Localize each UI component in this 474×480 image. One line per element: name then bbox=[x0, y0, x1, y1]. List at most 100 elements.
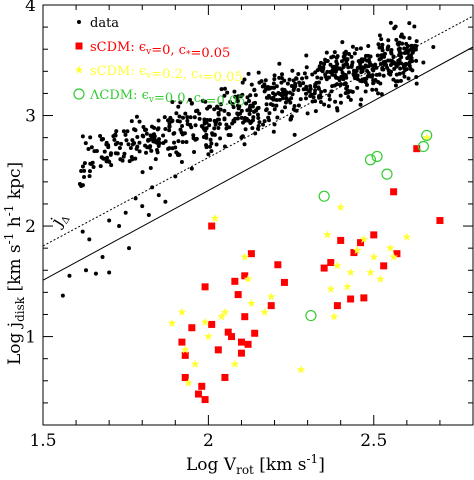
data-point bbox=[180, 123, 185, 128]
data-point bbox=[86, 147, 91, 152]
data-point bbox=[431, 45, 436, 49]
data-point bbox=[208, 144, 213, 149]
data-point bbox=[407, 21, 412, 26]
data-point bbox=[350, 89, 355, 94]
data-point bbox=[87, 174, 92, 179]
square-model-point bbox=[320, 264, 328, 272]
star-model-point bbox=[184, 378, 193, 387]
data-point bbox=[349, 54, 354, 59]
data-point bbox=[283, 100, 288, 105]
data-point bbox=[279, 72, 284, 77]
data-point bbox=[329, 89, 334, 94]
data-point bbox=[407, 36, 412, 41]
data-point bbox=[167, 128, 172, 133]
square-model-point bbox=[241, 272, 249, 280]
data-point bbox=[414, 74, 419, 79]
data-point bbox=[233, 94, 238, 99]
star-model-point bbox=[247, 298, 256, 308]
data-point bbox=[239, 135, 244, 140]
data-point bbox=[243, 127, 248, 132]
data-point bbox=[313, 88, 318, 93]
star-model-point bbox=[220, 307, 230, 316]
data-point bbox=[230, 121, 235, 126]
data-point bbox=[255, 112, 260, 117]
data-point bbox=[246, 71, 251, 76]
data-point bbox=[335, 82, 340, 87]
data-point bbox=[414, 44, 419, 49]
data-point bbox=[252, 88, 257, 93]
data-point bbox=[218, 107, 223, 112]
star-model-point bbox=[333, 261, 342, 270]
data-point bbox=[144, 127, 149, 132]
data-point bbox=[342, 54, 347, 59]
data-point bbox=[222, 93, 227, 98]
square-model-point bbox=[181, 351, 189, 359]
data-point bbox=[345, 90, 350, 95]
star-model-point bbox=[167, 318, 177, 327]
data-point bbox=[291, 78, 296, 83]
data-point bbox=[182, 131, 187, 136]
data-point bbox=[206, 152, 211, 157]
data-point bbox=[222, 86, 227, 91]
data-point bbox=[163, 127, 168, 132]
data-point bbox=[377, 33, 382, 38]
data-point bbox=[300, 76, 305, 81]
data-point bbox=[334, 65, 339, 70]
data-point bbox=[188, 122, 193, 127]
data-point bbox=[133, 128, 138, 133]
data-point bbox=[346, 95, 351, 100]
data-point bbox=[397, 40, 402, 45]
data-point bbox=[167, 121, 172, 126]
data-point bbox=[358, 102, 363, 107]
data-point bbox=[231, 105, 236, 110]
square-model-point bbox=[224, 328, 232, 336]
data-point bbox=[389, 50, 394, 55]
data-point bbox=[242, 77, 247, 82]
data-point bbox=[360, 79, 365, 84]
data-point bbox=[167, 153, 172, 158]
data-point bbox=[178, 127, 183, 132]
data-point bbox=[296, 103, 301, 108]
data-point bbox=[274, 84, 279, 89]
data-point bbox=[375, 53, 380, 58]
data-point bbox=[356, 59, 361, 64]
square-model-point bbox=[327, 259, 335, 267]
data-point bbox=[411, 48, 416, 53]
solid-reference-line bbox=[42, 46, 474, 281]
data-point bbox=[115, 140, 120, 145]
star-model-point bbox=[336, 202, 345, 211]
data-point bbox=[162, 115, 167, 120]
square-model-point bbox=[231, 277, 239, 285]
data-point bbox=[105, 155, 110, 160]
data-point bbox=[293, 81, 298, 86]
data-point bbox=[205, 106, 210, 111]
data-point bbox=[338, 82, 343, 87]
data-point bbox=[185, 118, 190, 123]
data-point bbox=[333, 99, 338, 104]
data-point bbox=[343, 81, 348, 86]
data-point bbox=[421, 60, 426, 65]
data-point bbox=[288, 117, 293, 122]
data-point bbox=[381, 73, 386, 78]
data-point bbox=[371, 81, 376, 86]
data-point bbox=[371, 64, 376, 69]
data-point bbox=[266, 93, 271, 98]
data-point bbox=[337, 78, 342, 83]
data-point bbox=[127, 246, 131, 251]
data-point bbox=[338, 93, 343, 98]
data-point bbox=[342, 72, 347, 77]
data-point bbox=[249, 82, 254, 87]
data-point bbox=[319, 89, 324, 94]
data-point bbox=[290, 92, 295, 97]
data-point bbox=[371, 68, 376, 73]
data-point bbox=[263, 78, 268, 83]
data-point bbox=[335, 108, 340, 113]
data-point bbox=[403, 61, 408, 66]
data-point bbox=[313, 99, 318, 104]
data-point bbox=[146, 213, 151, 217]
data-point bbox=[349, 64, 354, 69]
data-point bbox=[267, 111, 272, 116]
data-point bbox=[228, 100, 233, 105]
data-point bbox=[409, 55, 414, 60]
data-point bbox=[322, 88, 327, 93]
